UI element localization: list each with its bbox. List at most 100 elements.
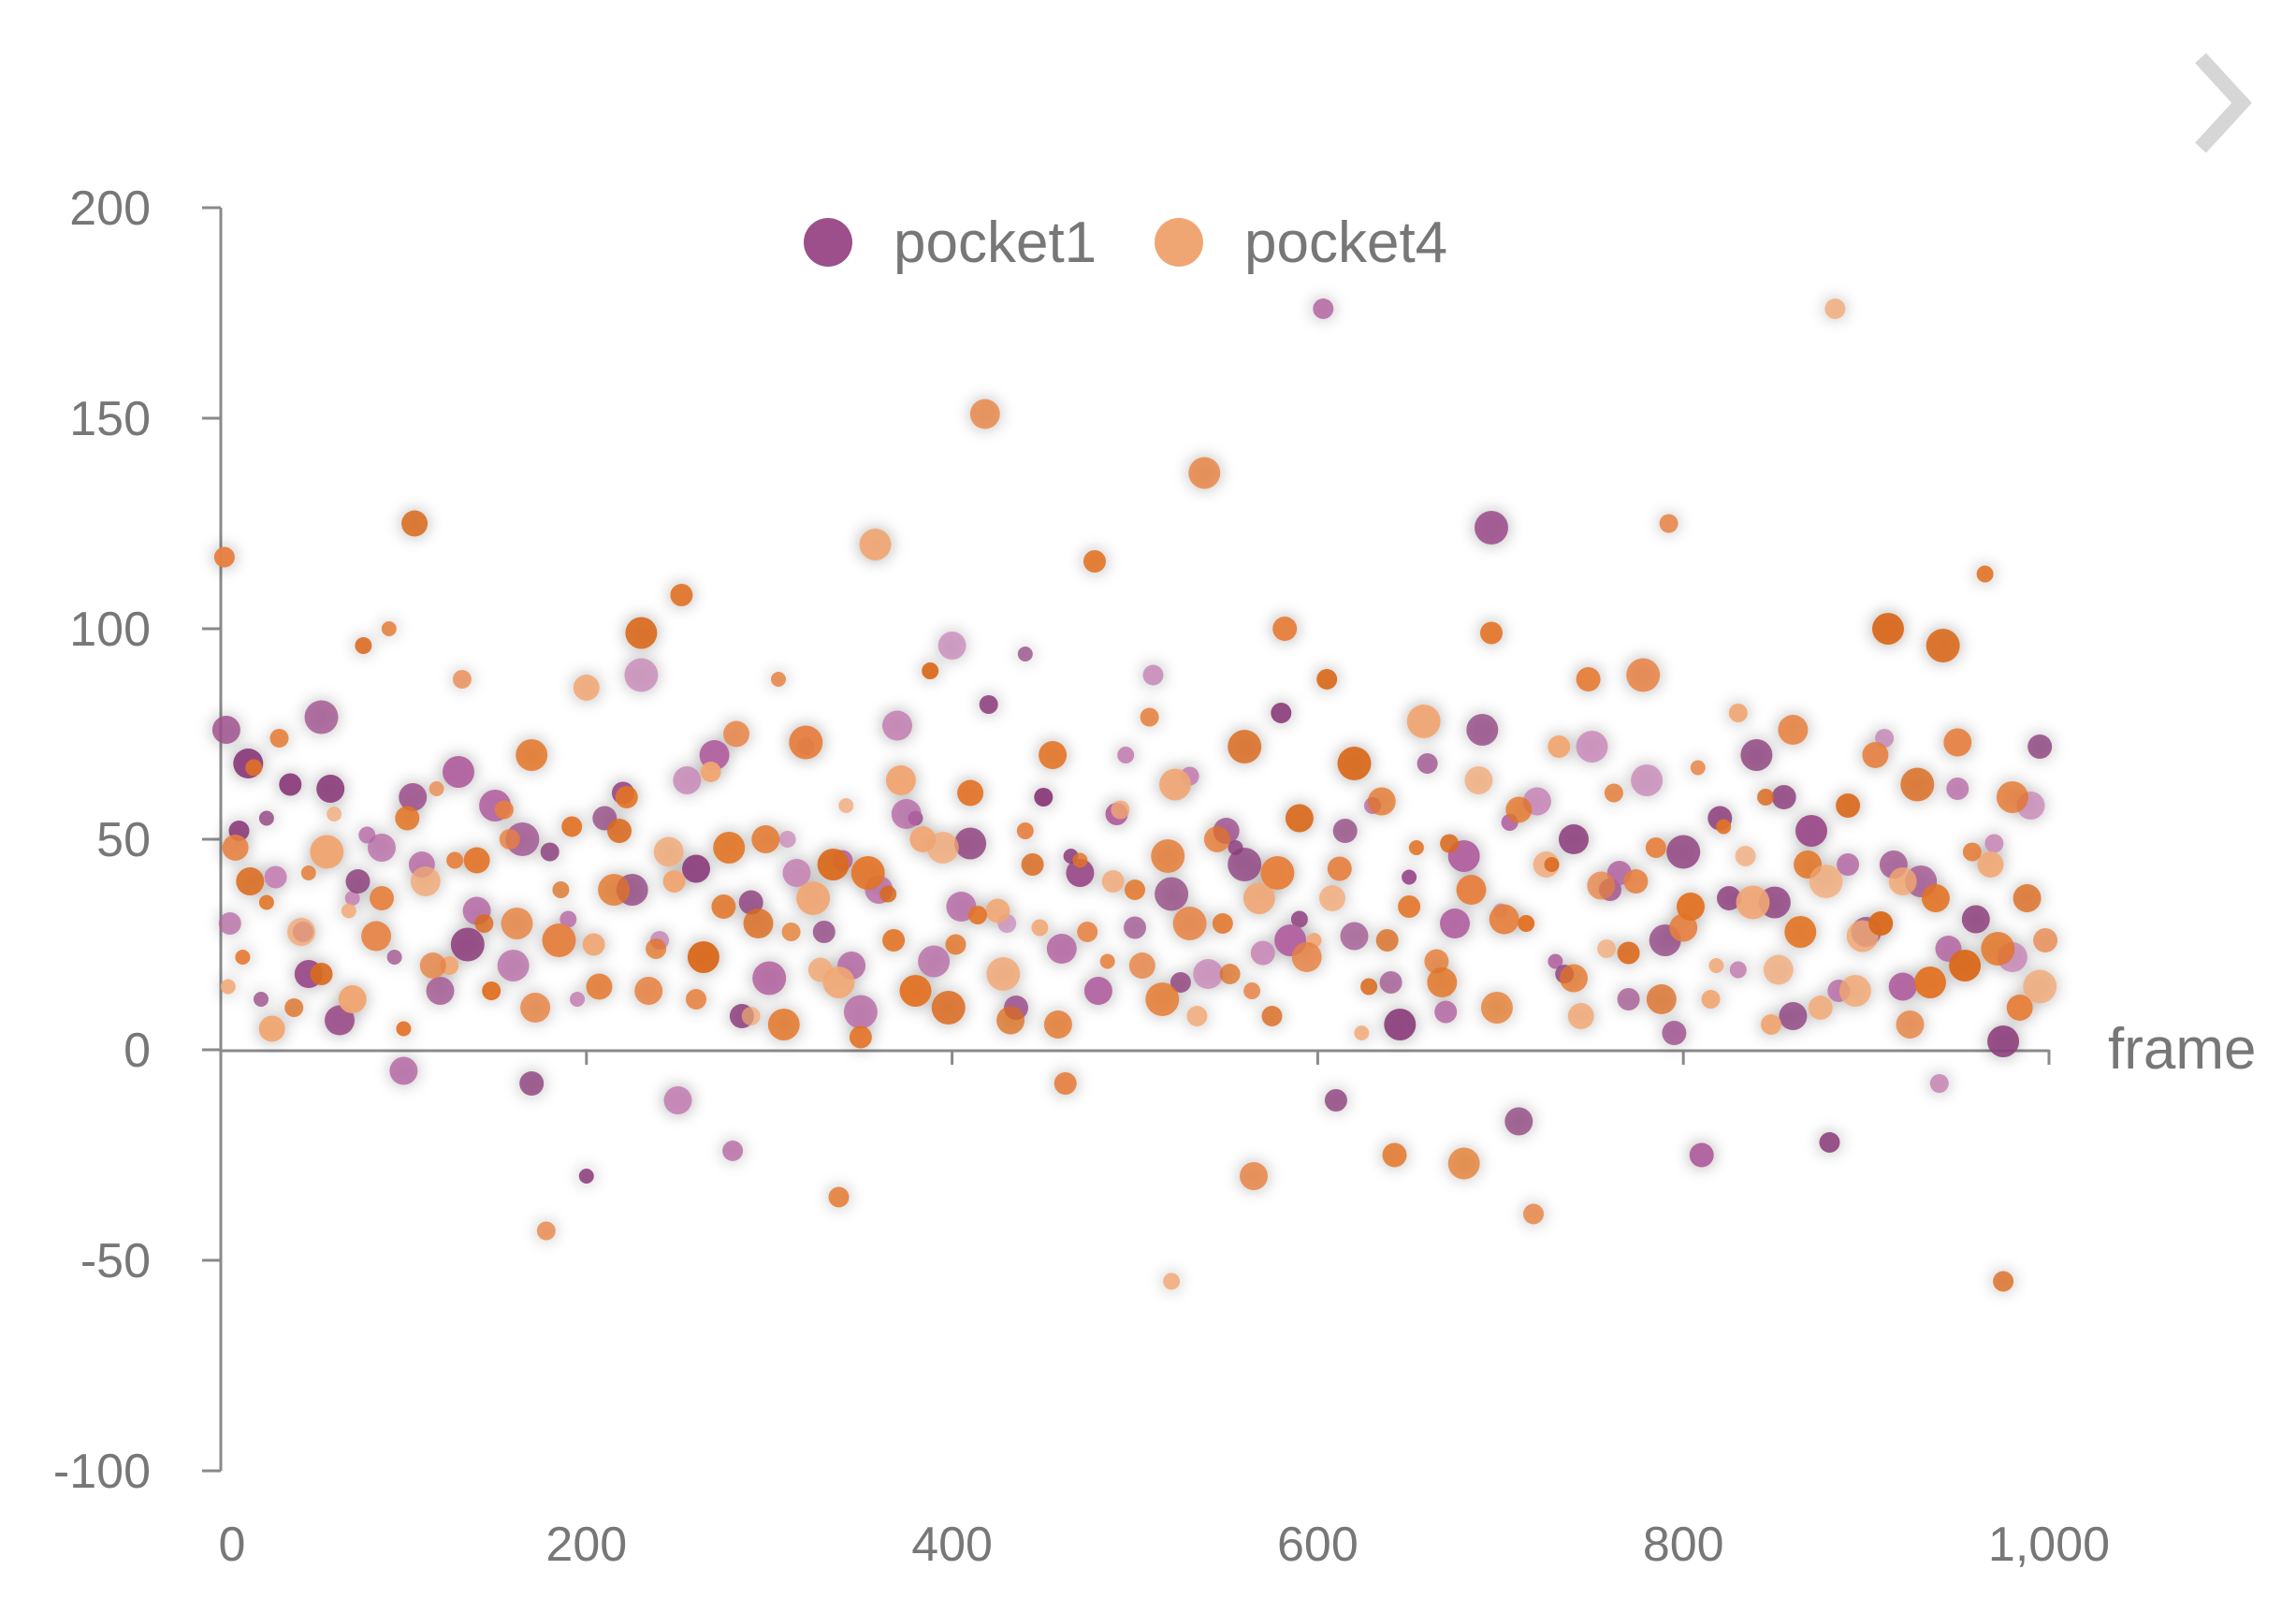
scatter-point-pocket1[interactable] xyxy=(1819,1132,1840,1153)
scatter-point-pocket4[interactable] xyxy=(1039,741,1068,769)
scatter-point-pocket1[interactable] xyxy=(1332,819,1358,843)
scatter-point-pocket1[interactable] xyxy=(1083,977,1112,1005)
scatter-point-pocket1[interactable] xyxy=(316,775,345,803)
scatter-point-pocket1[interactable] xyxy=(386,950,402,965)
scatter-point-pocket1[interactable] xyxy=(1631,764,1664,796)
scatter-point-pocket4[interactable] xyxy=(1319,885,1345,911)
scatter-point-pocket4[interactable] xyxy=(1140,707,1159,727)
scatter-point-pocket4[interactable] xyxy=(1354,1025,1370,1040)
scatter-point-pocket1[interactable] xyxy=(1504,1107,1533,1136)
scatter-point-pocket4[interactable] xyxy=(561,816,583,837)
scatter-point-pocket4[interactable] xyxy=(1763,954,1794,985)
scatter-point-pocket4[interactable] xyxy=(751,825,780,853)
scatter-point-pocket1[interactable] xyxy=(812,921,836,943)
scatter-point-pocket4[interactable] xyxy=(1701,990,1721,1009)
scatter-point-pocket4[interactable] xyxy=(1408,840,1424,855)
scatter-point-pocket1[interactable] xyxy=(1124,916,1146,939)
scatter-point-pocket4[interactable] xyxy=(1728,704,1748,722)
scatter-point-pocket4[interactable] xyxy=(1567,1003,1594,1029)
scatter-point-pocket4[interactable] xyxy=(1809,865,1843,898)
scatter-point-pocket4[interactable] xyxy=(235,950,251,965)
scatter-point-pocket4[interactable] xyxy=(361,921,392,952)
scatter-point-pocket4[interactable] xyxy=(1360,978,1378,996)
scatter-point-pocket1[interactable] xyxy=(1402,869,1417,885)
scatter-point-pocket4[interactable] xyxy=(552,881,570,898)
scatter-point-pocket4[interactable] xyxy=(1261,1006,1283,1026)
scatter-point-pocket4[interactable] xyxy=(310,835,344,869)
legend-marker-pocket4[interactable] xyxy=(1155,218,1203,267)
scatter-point-pocket4[interactable] xyxy=(1993,1271,2014,1292)
scatter-point-pocket1[interactable] xyxy=(1170,972,1191,993)
scatter-point-pocket4[interactable] xyxy=(1587,871,1616,900)
scatter-point-pocket1[interactable] xyxy=(937,632,966,660)
scatter-point-pocket4[interactable] xyxy=(1824,298,1846,319)
scatter-point-pocket4[interactable] xyxy=(1243,982,1261,999)
scatter-point-pocket4[interactable] xyxy=(796,881,831,915)
scatter-point-pocket4[interactable] xyxy=(1669,913,1698,942)
scatter-point-pocket4[interactable] xyxy=(501,908,533,939)
scatter-point-pocket4[interactable] xyxy=(396,1021,412,1037)
scatter-point-pocket4[interactable] xyxy=(1690,760,1706,776)
scatter-point-pocket4[interactable] xyxy=(1291,942,1322,972)
scatter-point-pocket4[interactable] xyxy=(355,637,372,654)
scatter-point-pocket4[interactable] xyxy=(1083,550,1106,573)
scatter-point-pocket1[interactable] xyxy=(1271,703,1292,723)
scatter-point-pocket4[interactable] xyxy=(1159,768,1191,801)
scatter-point-pocket4[interactable] xyxy=(573,675,600,701)
scatter-point-pocket1[interactable] xyxy=(843,995,878,1029)
scatter-point-pocket4[interactable] xyxy=(986,957,1021,991)
scatter-point-pocket4[interactable] xyxy=(885,765,916,795)
scatter-point-pocket1[interactable] xyxy=(1740,739,1773,771)
scatter-point-pocket1[interactable] xyxy=(1779,1002,1808,1030)
scatter-point-pocket4[interactable] xyxy=(327,807,342,821)
scatter-point-pocket4[interactable] xyxy=(1464,766,1493,794)
legend-marker-pocket1[interactable] xyxy=(804,218,852,267)
scatter-point-pocket4[interactable] xyxy=(879,885,897,903)
scatter-point-pocket1[interactable] xyxy=(782,859,811,887)
scatter-point-pocket4[interactable] xyxy=(969,399,1000,429)
scatter-point-pocket4[interactable] xyxy=(1836,793,1861,818)
scatter-point-pocket4[interactable] xyxy=(1375,929,1399,952)
scatter-point-pocket4[interactable] xyxy=(1424,949,1449,974)
scatter-point-pocket4[interactable] xyxy=(1228,730,1262,763)
scatter-point-pocket4[interactable] xyxy=(1077,922,1098,942)
scatter-point-pocket1[interactable] xyxy=(211,716,240,744)
scatter-point-pocket1[interactable] xyxy=(443,756,474,788)
scatter-point-pocket1[interactable] xyxy=(891,799,922,829)
scatter-point-pocket1[interactable] xyxy=(778,831,796,848)
scatter-point-pocket4[interactable] xyxy=(341,903,356,919)
legend-label-pocket1[interactable]: pocket1 xyxy=(894,211,1097,275)
scatter-point-pocket1[interactable] xyxy=(1417,753,1438,774)
scatter-point-pocket1[interactable] xyxy=(559,910,577,928)
scatter-point-pocket4[interactable] xyxy=(1646,984,1677,1014)
scatter-point-pocket4[interactable] xyxy=(1240,1162,1268,1190)
scatter-point-pocket1[interactable] xyxy=(1034,788,1054,807)
scatter-point-pocket1[interactable] xyxy=(1576,731,1608,763)
scatter-point-pocket1[interactable] xyxy=(1324,1089,1347,1112)
scatter-point-pocket4[interactable] xyxy=(1398,895,1421,918)
scatter-point-pocket4[interactable] xyxy=(909,826,937,852)
scatter-point-pocket4[interactable] xyxy=(269,729,289,748)
scatter-point-pocket4[interactable] xyxy=(1188,457,1221,489)
scatter-point-pocket4[interactable] xyxy=(899,975,932,1007)
scatter-point-pocket4[interactable] xyxy=(615,786,638,808)
scatter-point-pocket4[interactable] xyxy=(410,866,441,896)
scatter-point-pocket4[interactable] xyxy=(1111,800,1130,820)
scatter-point-pocket4[interactable] xyxy=(2013,884,2042,912)
scatter-point-pocket4[interactable] xyxy=(1996,781,2028,813)
scatter-point-pocket4[interactable] xyxy=(607,819,632,843)
scatter-point-pocket1[interactable] xyxy=(1117,747,1135,763)
scatter-point-pocket4[interactable] xyxy=(474,914,494,933)
scatter-point-pocket1[interactable] xyxy=(218,912,241,935)
scatter-point-pocket4[interactable] xyxy=(625,617,658,649)
scatter-point-pocket4[interactable] xyxy=(1757,789,1775,806)
scatter-point-pocket4[interactable] xyxy=(1151,839,1185,873)
scatter-point-pocket1[interactable] xyxy=(624,658,659,692)
scatter-point-pocket4[interactable] xyxy=(945,934,966,955)
scatter-point-pocket4[interactable] xyxy=(2006,995,2033,1021)
scatter-point-pocket4[interactable] xyxy=(686,989,706,1010)
scatter-point-pocket1[interactable] xyxy=(368,834,396,862)
scatter-point-pocket4[interactable] xyxy=(1677,893,1705,921)
scatter-point-pocket4[interactable] xyxy=(236,867,265,895)
scatter-point-pocket4[interactable] xyxy=(1172,907,1207,940)
